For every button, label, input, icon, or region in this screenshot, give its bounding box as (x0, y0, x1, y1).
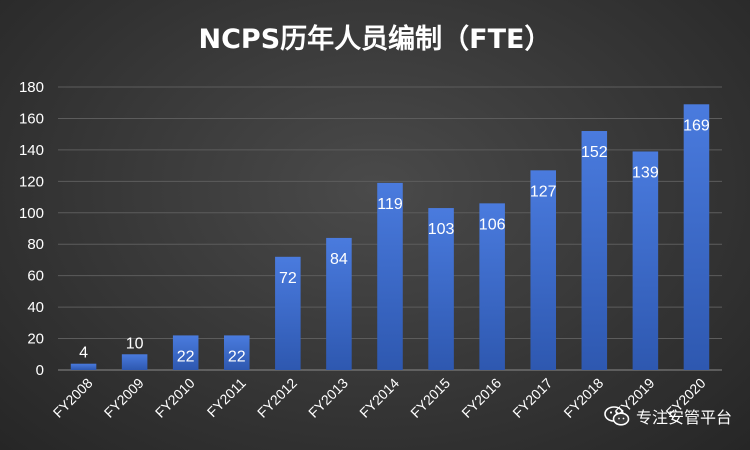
bar (479, 203, 505, 370)
data-label: 139 (632, 164, 659, 181)
data-label: 72 (279, 270, 297, 287)
data-label: 169 (683, 117, 710, 134)
y-tick-label: 80 (27, 236, 44, 253)
y-tick-label: 40 (27, 299, 44, 316)
data-label: 4 (79, 345, 88, 362)
y-tick-label: 100 (19, 205, 44, 222)
bar (224, 335, 250, 370)
bar (632, 151, 659, 370)
y-tick-label: 20 (27, 331, 44, 348)
data-label: 119 (377, 196, 403, 213)
data-label: 103 (428, 221, 455, 238)
y-tick-label: 160 (19, 110, 44, 127)
data-label: 127 (530, 183, 557, 200)
y-tick-label: 60 (27, 268, 44, 285)
data-labels: 4 10 22 22 72 84 119 103 106 127 152 139 169 (79, 117, 710, 365)
bar (70, 363, 97, 370)
bar (377, 182, 403, 370)
data-label: 10 (126, 335, 144, 352)
watermark: 专注安管平台 (604, 404, 732, 428)
x-tick-label: FY2015 (407, 375, 453, 421)
y-tick-label: 120 (19, 173, 44, 190)
bar (428, 208, 454, 370)
data-label: 106 (479, 216, 506, 233)
bar (275, 256, 301, 370)
chart-title: NCPS历年人员编制（FTE） (199, 23, 552, 55)
x-tick-label: FY2011 (204, 375, 249, 420)
x-tick-label: FY2018 (560, 375, 606, 421)
x-tick-label: FY2008 (50, 375, 96, 421)
x-tick-label: FY2017 (509, 375, 555, 421)
x-tick-label: FY2010 (152, 375, 198, 421)
bar (683, 104, 710, 371)
bar (121, 354, 148, 370)
y-tick-label: 180 (19, 79, 44, 96)
y-axis-ticks: 0 20 40 60 80 100 120 140 160 180 (19, 79, 44, 379)
x-tick-label: FY2009 (101, 375, 147, 421)
watermark-text: 专注安管平台 (635, 408, 732, 427)
data-label: 152 (581, 144, 608, 161)
bars (70, 104, 710, 371)
data-label: 22 (177, 348, 195, 365)
data-label: 84 (330, 251, 348, 268)
x-tick-label: FY2013 (305, 375, 351, 421)
x-tick-label: FY2016 (458, 375, 504, 421)
wechat-icon (604, 406, 630, 426)
x-tick-label: FY2012 (254, 375, 300, 421)
bar (581, 131, 608, 370)
bar (172, 335, 199, 370)
y-tick-label: 0 (36, 362, 44, 379)
data-label: 22 (228, 348, 246, 365)
bar (530, 170, 556, 370)
x-tick-label: FY2014 (356, 375, 402, 421)
y-tick-label: 140 (19, 142, 44, 159)
bar (326, 237, 352, 370)
